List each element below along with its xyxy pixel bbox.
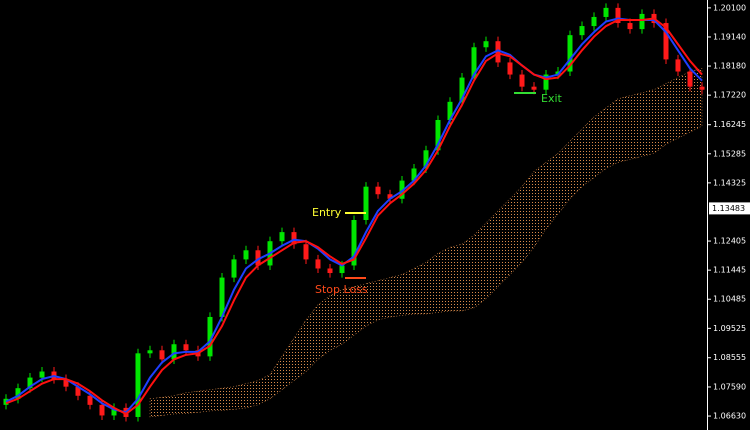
candle-body	[171, 344, 177, 360]
candle-body	[231, 259, 237, 278]
candle-body	[75, 386, 81, 396]
y-tick-label: 1.12405	[713, 237, 746, 246]
candle-body	[111, 407, 117, 416]
candle-body	[99, 404, 105, 416]
candle-body	[483, 41, 489, 48]
candle-body	[363, 186, 369, 220]
candle-body	[531, 86, 537, 90]
candle-body	[255, 250, 261, 266]
candle-body	[519, 74, 525, 87]
candle-body	[399, 180, 405, 199]
candle-body	[627, 23, 633, 30]
candle-body	[183, 344, 189, 351]
y-tick-label: 1.18180	[713, 62, 746, 71]
annotation-label: Stop Loss	[315, 283, 368, 296]
y-tick-label: 1.10485	[713, 295, 746, 304]
candle-body	[303, 244, 309, 260]
candle-body	[495, 41, 501, 63]
y-tick-label: 1.16245	[713, 120, 746, 129]
candle-body	[687, 71, 693, 87]
y-tick-label: 1.14325	[713, 178, 746, 187]
price-axis-panel	[707, 0, 750, 430]
current-price-box	[709, 202, 750, 215]
cloud	[149, 68, 703, 418]
candle-body	[315, 259, 321, 269]
y-tick-label: 1.11445	[713, 266, 746, 275]
candle-body	[615, 7, 621, 24]
candle-body	[159, 350, 165, 360]
candle-body	[243, 250, 249, 260]
annotation-label: Entry	[312, 206, 342, 219]
candle-body	[39, 371, 45, 378]
candle-body	[579, 26, 585, 36]
candle-body	[459, 77, 465, 102]
y-tick-label: 1.09525	[713, 324, 746, 333]
y-tick-label: 1.06630	[713, 412, 746, 421]
candle-body	[87, 395, 93, 405]
moving-average	[5, 17, 703, 416]
candle-body	[291, 232, 297, 245]
candle-body	[339, 265, 345, 274]
candle-body	[675, 59, 681, 72]
y-tick-label: 1.17220	[713, 91, 746, 100]
candle-body	[447, 101, 453, 120]
candle-body	[699, 86, 705, 90]
candle-body	[279, 232, 285, 242]
candle-body	[507, 62, 513, 75]
y-tick-label: 1.15285	[713, 149, 746, 158]
candle-body	[603, 7, 609, 17]
y-tick-label: 1.19140	[713, 32, 746, 41]
candle-body	[591, 16, 597, 27]
candle-body	[411, 168, 417, 181]
candle-body	[387, 194, 393, 199]
candle-body	[147, 350, 153, 354]
y-tick-label: 1.08555	[713, 353, 746, 362]
candle-body	[27, 377, 33, 389]
candle-body	[351, 220, 357, 266]
candle-body	[219, 277, 225, 317]
candle-body	[375, 186, 381, 195]
candle-body	[471, 47, 477, 78]
candle-body	[63, 379, 69, 387]
candle-body	[207, 316, 213, 357]
candle-body	[423, 150, 429, 169]
candle-body	[543, 74, 549, 90]
candle-body	[567, 35, 573, 72]
candle-body	[135, 353, 141, 417]
candle-body	[15, 388, 21, 399]
candle-body	[639, 13, 645, 30]
candle-body	[435, 120, 441, 151]
candle-body	[327, 268, 333, 274]
candle-body	[663, 23, 669, 60]
y-tick-label: 1.07590	[713, 382, 746, 391]
y-tick-label: 1.20100	[713, 3, 746, 12]
annotation-label: Exit	[541, 92, 563, 105]
current-price-label: 1.13483	[712, 204, 745, 213]
